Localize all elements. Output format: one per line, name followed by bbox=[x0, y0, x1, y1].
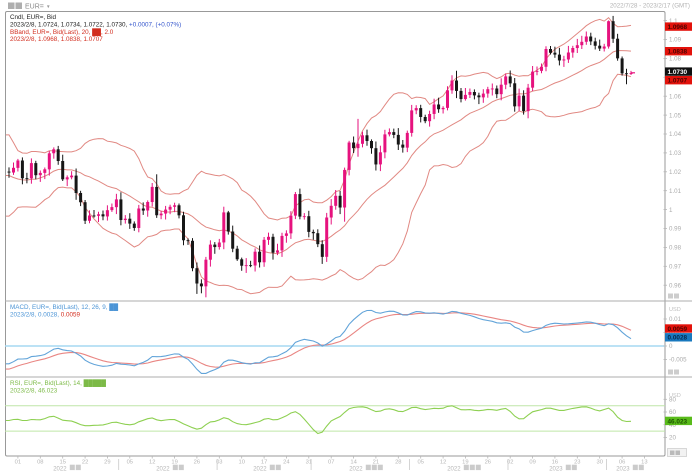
svg-text:1.08: 1.08 bbox=[669, 56, 682, 63]
svg-text:07: 07 bbox=[328, 460, 334, 466]
svg-text:24: 24 bbox=[283, 460, 290, 466]
svg-text:0.99: 0.99 bbox=[669, 226, 682, 233]
svg-text:1.06: 1.06 bbox=[669, 93, 682, 100]
svg-text:14: 14 bbox=[350, 460, 357, 466]
svg-text:20: 20 bbox=[669, 435, 676, 442]
svg-text:1.0730: 1.0730 bbox=[668, 69, 688, 76]
svg-text:16: 16 bbox=[552, 460, 558, 466]
svg-text:2022/7/28 - 2023/2/17 (GMT): 2022/7/28 - 2023/2/17 (GMT) bbox=[610, 3, 690, 10]
svg-text:05: 05 bbox=[417, 460, 423, 466]
svg-text:13: 13 bbox=[641, 460, 647, 466]
svg-text:15: 15 bbox=[59, 460, 65, 466]
svg-text:Cndl, EUR=, Bid: Cndl, EUR=, Bid bbox=[10, 14, 57, 21]
svg-text:USD: USD bbox=[669, 393, 681, 399]
svg-text:03: 03 bbox=[216, 460, 222, 466]
svg-text:29: 29 bbox=[104, 460, 110, 466]
svg-text:05: 05 bbox=[127, 460, 133, 466]
svg-text:2023/2/8, 46.023: 2023/2/8, 46.023 bbox=[10, 387, 58, 394]
svg-text:2022: 2022 bbox=[53, 467, 67, 473]
svg-text:40: 40 bbox=[669, 422, 676, 429]
svg-text:0.0059: 0.0059 bbox=[668, 326, 688, 333]
svg-text:80: 80 bbox=[669, 397, 676, 404]
svg-text:1.0838: 1.0838 bbox=[668, 49, 688, 56]
svg-text:2023: 2023 bbox=[549, 467, 563, 473]
svg-text:2023/2/8, 0.0028, 0.0059: 2023/2/8, 0.0028, 0.0059 bbox=[10, 311, 81, 318]
svg-text:USD: USD bbox=[669, 307, 681, 313]
svg-text:1.0707: 1.0707 bbox=[668, 78, 688, 85]
svg-text:28: 28 bbox=[395, 460, 401, 466]
svg-text:06: 06 bbox=[619, 460, 625, 466]
svg-text:1.1: 1.1 bbox=[669, 18, 678, 25]
svg-text:▼: ▼ bbox=[46, 4, 51, 9]
svg-text:2023/2/8, 1.0724, 1.0734, 1.07: 2023/2/8, 1.0724, 1.0734, 1.0722, 1.0730… bbox=[10, 21, 181, 28]
svg-text:0.01: 0.01 bbox=[669, 316, 682, 323]
svg-text:46.023: 46.023 bbox=[668, 418, 688, 425]
svg-text:0.97: 0.97 bbox=[669, 264, 682, 271]
svg-text:22: 22 bbox=[82, 460, 88, 466]
svg-text:02: 02 bbox=[507, 460, 513, 466]
svg-text:2022: 2022 bbox=[349, 467, 363, 473]
svg-text:26: 26 bbox=[485, 460, 491, 466]
svg-text:0: 0 bbox=[669, 343, 673, 350]
svg-text:08: 08 bbox=[37, 460, 43, 466]
svg-text:60: 60 bbox=[669, 409, 676, 416]
svg-text:23: 23 bbox=[574, 460, 580, 466]
svg-text:26: 26 bbox=[194, 460, 200, 466]
svg-text:1.02: 1.02 bbox=[669, 169, 682, 176]
svg-text:0.0028: 0.0028 bbox=[668, 335, 688, 342]
svg-text:12: 12 bbox=[149, 460, 155, 466]
svg-text:30: 30 bbox=[596, 460, 602, 466]
svg-text:10: 10 bbox=[238, 460, 244, 466]
svg-text:-0.005: -0.005 bbox=[669, 357, 687, 364]
svg-text:21: 21 bbox=[373, 460, 379, 466]
svg-text:1.09: 1.09 bbox=[669, 37, 682, 44]
svg-text:1: 1 bbox=[669, 207, 673, 214]
svg-text:2023: 2023 bbox=[616, 467, 630, 473]
svg-text:BBand, EUR=, Bid(Last), 20, ██: BBand, EUR=, Bid(Last), 20, ██, 2.0 bbox=[10, 28, 114, 36]
svg-text:1.05: 1.05 bbox=[669, 112, 682, 119]
svg-text:19: 19 bbox=[462, 460, 468, 466]
svg-text:1.03: 1.03 bbox=[669, 150, 682, 157]
svg-text:19: 19 bbox=[171, 460, 177, 466]
svg-text:0.96: 0.96 bbox=[669, 282, 682, 289]
svg-text:31: 31 bbox=[306, 460, 312, 466]
svg-text:2022: 2022 bbox=[253, 467, 267, 473]
svg-text:17: 17 bbox=[261, 460, 267, 466]
svg-text:0.98: 0.98 bbox=[669, 245, 682, 252]
svg-text:01: 01 bbox=[15, 460, 21, 466]
svg-text:EUR=: EUR= bbox=[25, 4, 44, 11]
svg-text:1.01: 1.01 bbox=[669, 188, 682, 195]
svg-text:12: 12 bbox=[440, 460, 446, 466]
svg-text:09: 09 bbox=[529, 460, 535, 466]
svg-text:RSI, EUR=, Bid(Last), 14, ████: RSI, EUR=, Bid(Last), 14, █████ bbox=[10, 379, 107, 387]
svg-text:1.0968: 1.0968 bbox=[668, 24, 688, 31]
svg-text:2022: 2022 bbox=[447, 467, 461, 473]
svg-text:MACD, EUR=, Bid(Last), 12, 26,: MACD, EUR=, Bid(Last), 12, 26, 9, ██ bbox=[10, 303, 119, 311]
svg-text:2022: 2022 bbox=[156, 467, 170, 473]
svg-text:1.04: 1.04 bbox=[669, 131, 682, 138]
svg-text:2023/2/8, 1.0968, 1.0838, 1.07: 2023/2/8, 1.0968, 1.0838, 1.0707 bbox=[10, 36, 103, 43]
